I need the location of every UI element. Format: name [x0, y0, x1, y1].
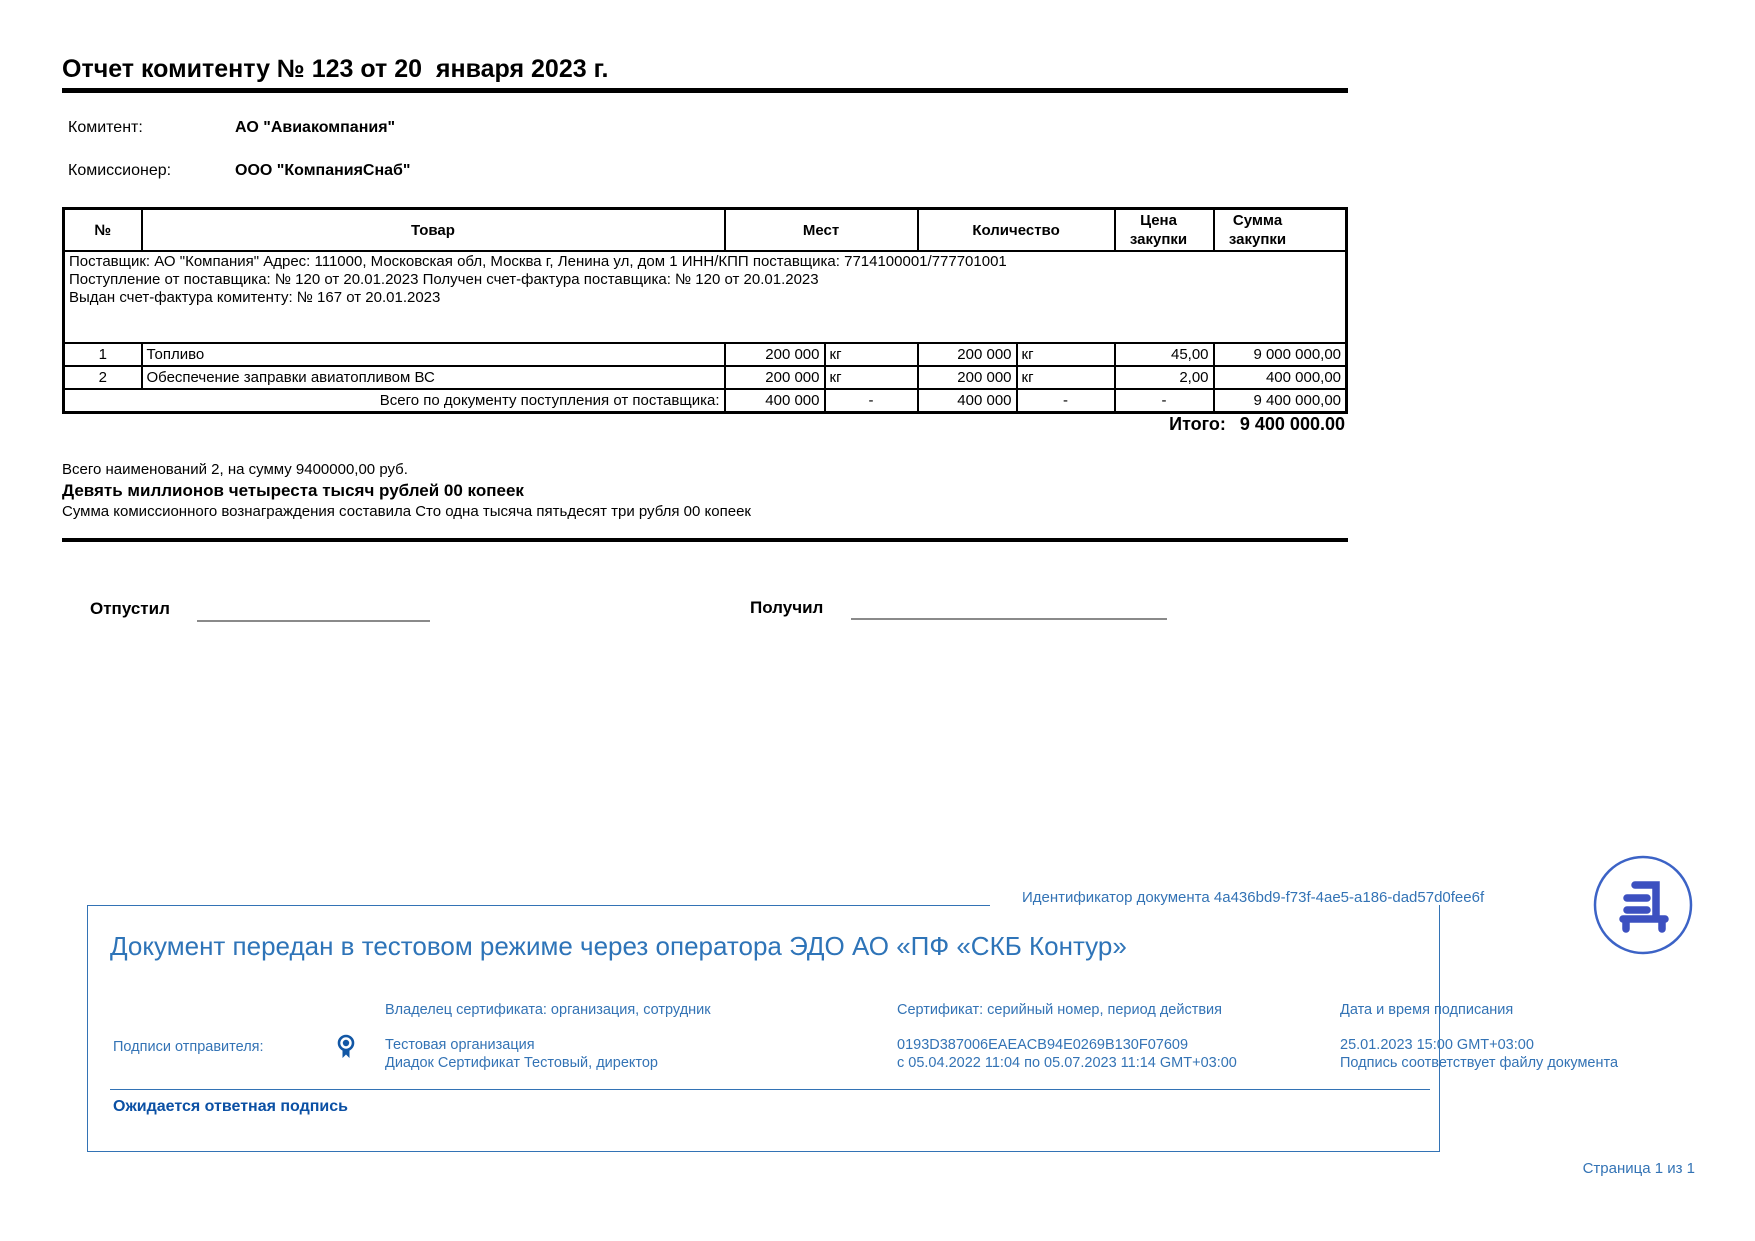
- row-product: Обеспечение заправки авиатопливом ВС: [140, 365, 726, 390]
- table-row: 1 Топливо 200 000 кг 200 000 кг 45,00 9 …: [62, 342, 1348, 367]
- table-header-row: № Товар Мест Количество Цена закупки Сум…: [62, 207, 1348, 252]
- row-sum: 9 000 000,00: [1212, 342, 1348, 367]
- commissioner-label: Комиссионер:: [68, 162, 172, 179]
- document-identifier: Идентификатор документа 4a436bd9-f73f-4a…: [1022, 889, 1485, 906]
- committent-row: Комитент: АО "Авиакомпания": [68, 119, 395, 137]
- totals-sum: 9 400 000,00: [1212, 388, 1348, 413]
- supplier-line-2: Поступление от поставщика: № 120 от 20.0…: [69, 271, 819, 288]
- row-quantity-unit: кг: [1015, 365, 1116, 390]
- summary-items-line: Всего наименований 2, на сумму 9400000,0…: [62, 461, 408, 478]
- col-header-sum: Сумма закупки: [1212, 207, 1348, 252]
- row-sum: 400 000,00: [1212, 365, 1348, 390]
- row-quantity: 200 000: [916, 365, 1018, 390]
- released-label: Отпустил: [90, 599, 170, 618]
- row-quantity: 200 000: [916, 342, 1018, 367]
- row-num: 2: [62, 365, 143, 390]
- summary-commission-line: Сумма комиссионного вознаграждения соста…: [62, 503, 751, 520]
- committent-label: Комитент:: [68, 119, 143, 136]
- signer-name: Диадок Сертификат Тестовый, директор: [385, 1055, 658, 1071]
- row-places: 200 000: [723, 342, 826, 367]
- cert-info-block: 0193D387006EAEACB94E0269B130F07609 с 05.…: [897, 1036, 1237, 1072]
- supplier-info-row: Поставщик: АО "Компания" Адрес: 111000, …: [62, 250, 1348, 344]
- title-divider: [62, 88, 1348, 93]
- cert-header: Сертификат: серийный номер, период дейст…: [897, 1002, 1223, 1018]
- totals-quantity-unit: -: [1015, 388, 1116, 413]
- totals-places-unit: -: [823, 388, 919, 413]
- table-row: 2 Обеспечение заправки авиатопливом ВС 2…: [62, 365, 1348, 390]
- cert-owner-block: Тестовая организация Диадок Сертификат Т…: [385, 1036, 658, 1072]
- commissioner-value: ООО "КомпанияСнаб": [235, 162, 411, 179]
- commissioner-row: Комиссионер: ООО "КомпанияСнаб": [68, 162, 411, 180]
- row-num: 1: [62, 342, 143, 367]
- cert-period: с 05.04.2022 11:04 по 05.07.2023 11:14 G…: [897, 1055, 1237, 1071]
- row-price: 45,00: [1113, 342, 1215, 367]
- col-header-quantity: Количество: [916, 207, 1116, 252]
- stamp-divider: [110, 1089, 1430, 1090]
- row-places: 200 000: [723, 365, 826, 390]
- page-title: Отчет комитенту № 123 от 20 января 2023 …: [62, 55, 609, 83]
- signature-valid-note: Подпись соответствует файлу документа: [1340, 1055, 1619, 1071]
- totals-price: -: [1113, 388, 1215, 413]
- stamp-top-border: [87, 905, 990, 906]
- summary-amount-words: Девять миллионов четыреста тысяч рублей …: [62, 481, 524, 500]
- grand-total-label: Итого:: [1169, 414, 1226, 434]
- row-places-unit: кг: [823, 342, 919, 367]
- summary-divider: [62, 538, 1348, 542]
- goods-table: № Товар Мест Количество Цена закупки Сум…: [62, 207, 1349, 414]
- seal-medal-icon: [337, 1034, 355, 1058]
- supplier-info-cell: Поставщик: АО "Компания" Адрес: 111000, …: [62, 250, 1348, 344]
- esign-stamp-box: [87, 905, 1440, 1152]
- row-product: Топливо: [140, 342, 726, 367]
- col-header-places: Мест: [723, 207, 919, 252]
- col-header-price: Цена закупки: [1113, 207, 1215, 252]
- org-name: Тестовая организация: [385, 1037, 535, 1053]
- received-signature-line: [851, 618, 1167, 620]
- col-header-product: Товар: [140, 207, 726, 252]
- totals-places: 400 000: [723, 388, 826, 413]
- signing-datetime: 25.01.2023 15:00 GMT+03:00: [1340, 1037, 1534, 1053]
- col-header-num: №: [62, 207, 143, 252]
- released-signature-line: [197, 620, 430, 622]
- sender-signatures-label: Подписи отправителя:: [113, 1039, 264, 1055]
- cert-serial: 0193D387006EAEACB94E0269B130F07609: [897, 1037, 1189, 1053]
- grand-total: Итого: 9 400 000.00: [62, 414, 1345, 435]
- table-totals-row: Всего по документу поступления от постав…: [62, 388, 1348, 413]
- totals-label: Всего по документу поступления от постав…: [62, 388, 726, 413]
- signing-info-block: 25.01.2023 15:00 GMT+03:00 Подпись соотв…: [1340, 1036, 1618, 1072]
- row-price: 2,00: [1113, 365, 1215, 390]
- cert-owner-header: Владелец сертификата: организация, сотру…: [385, 1002, 711, 1018]
- row-quantity-unit: кг: [1015, 342, 1116, 367]
- supplier-line-1: Поставщик: АО "Компания" Адрес: 111000, …: [69, 253, 1007, 270]
- page-number: Страница 1 из 1: [1582, 1160, 1695, 1177]
- row-places-unit: кг: [823, 365, 919, 390]
- supplier-line-3: Выдан счет-фактура комитенту: № 167 от 2…: [69, 289, 441, 306]
- totals-quantity: 400 000: [916, 388, 1018, 413]
- received-label: Получил: [750, 598, 824, 617]
- grand-total-value: 9 400 000.00: [1239, 414, 1345, 434]
- stamp-heading: Документ передан в тестовом режиме через…: [110, 931, 1127, 961]
- signing-datetime-header: Дата и время подписания: [1340, 1002, 1514, 1018]
- awaiting-signature-status: Ожидается ответная подпись: [113, 1098, 348, 1115]
- diadoc-logo-icon: [1593, 855, 1693, 955]
- committent-value: АО "Авиакомпания": [235, 119, 396, 136]
- summary-block: Всего наименований 2, на сумму 9400000,0…: [62, 459, 751, 522]
